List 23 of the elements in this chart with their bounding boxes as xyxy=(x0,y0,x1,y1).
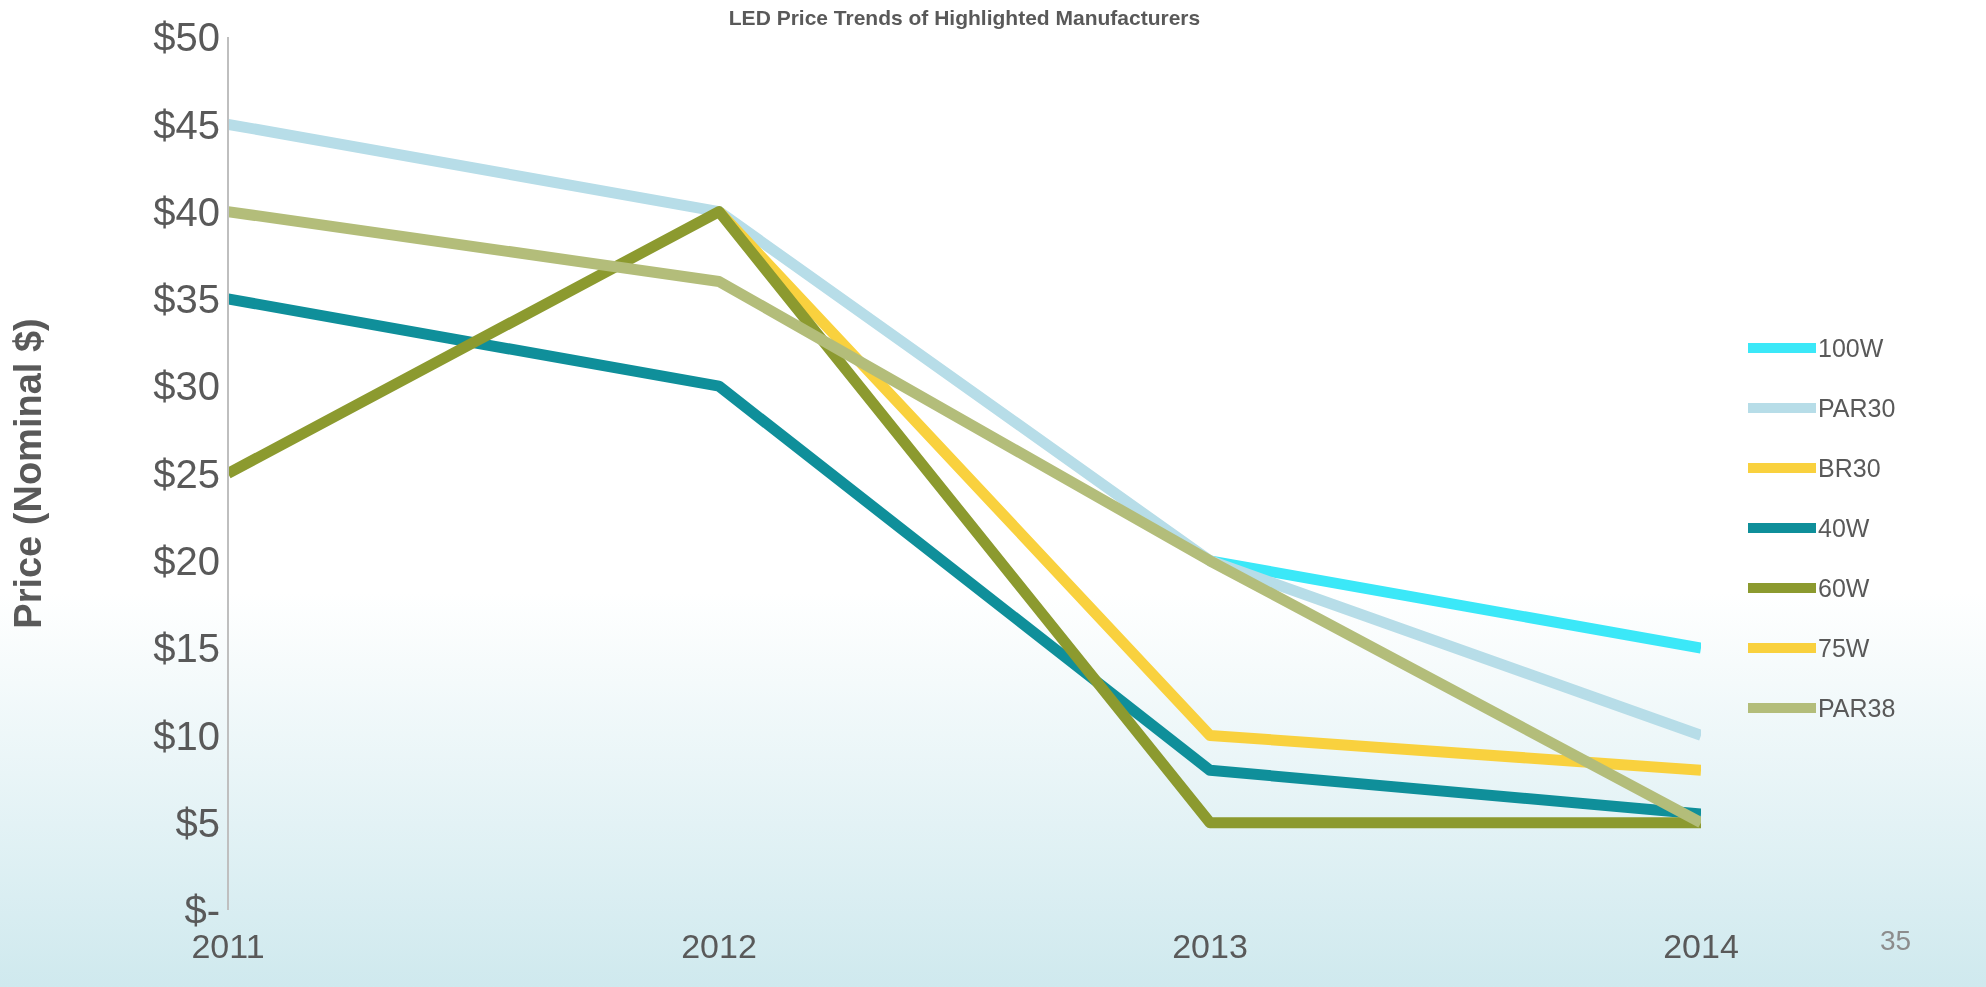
chart-title: LED Price Trends of Highlighted Manufacturers xyxy=(727,6,1202,30)
y-axis-title: Price (Nominal $) xyxy=(7,318,50,629)
x-tick-label: 2012 xyxy=(681,927,757,966)
legend-label: 60W xyxy=(1818,573,1870,603)
x-tick-label: 2014 xyxy=(1663,927,1739,966)
legend-label: PAR38 xyxy=(1818,693,1896,723)
x-tick-label: 2013 xyxy=(1172,927,1248,966)
y-tick-label: $10 xyxy=(153,713,220,758)
y-tick-label: $45 xyxy=(153,102,220,147)
legend-label: 40W xyxy=(1818,513,1870,543)
text: 35 xyxy=(1880,925,1912,957)
y-tick-label: $25 xyxy=(153,451,220,496)
y-tick-label: $40 xyxy=(153,189,220,234)
y-tick-label: $5 xyxy=(175,800,220,845)
y-tick-label: $50 xyxy=(153,15,220,60)
y-tick-label: $15 xyxy=(153,626,220,671)
y-tick-label: $35 xyxy=(153,277,220,322)
y-tick-label: $20 xyxy=(153,539,220,583)
legend-label: BR30 xyxy=(1818,453,1881,483)
legend-label: 100W xyxy=(1818,333,1884,363)
y-tick-label: $30 xyxy=(153,364,220,409)
legend-label: PAR30 xyxy=(1818,393,1896,423)
legend-label: 75W xyxy=(1818,633,1870,663)
